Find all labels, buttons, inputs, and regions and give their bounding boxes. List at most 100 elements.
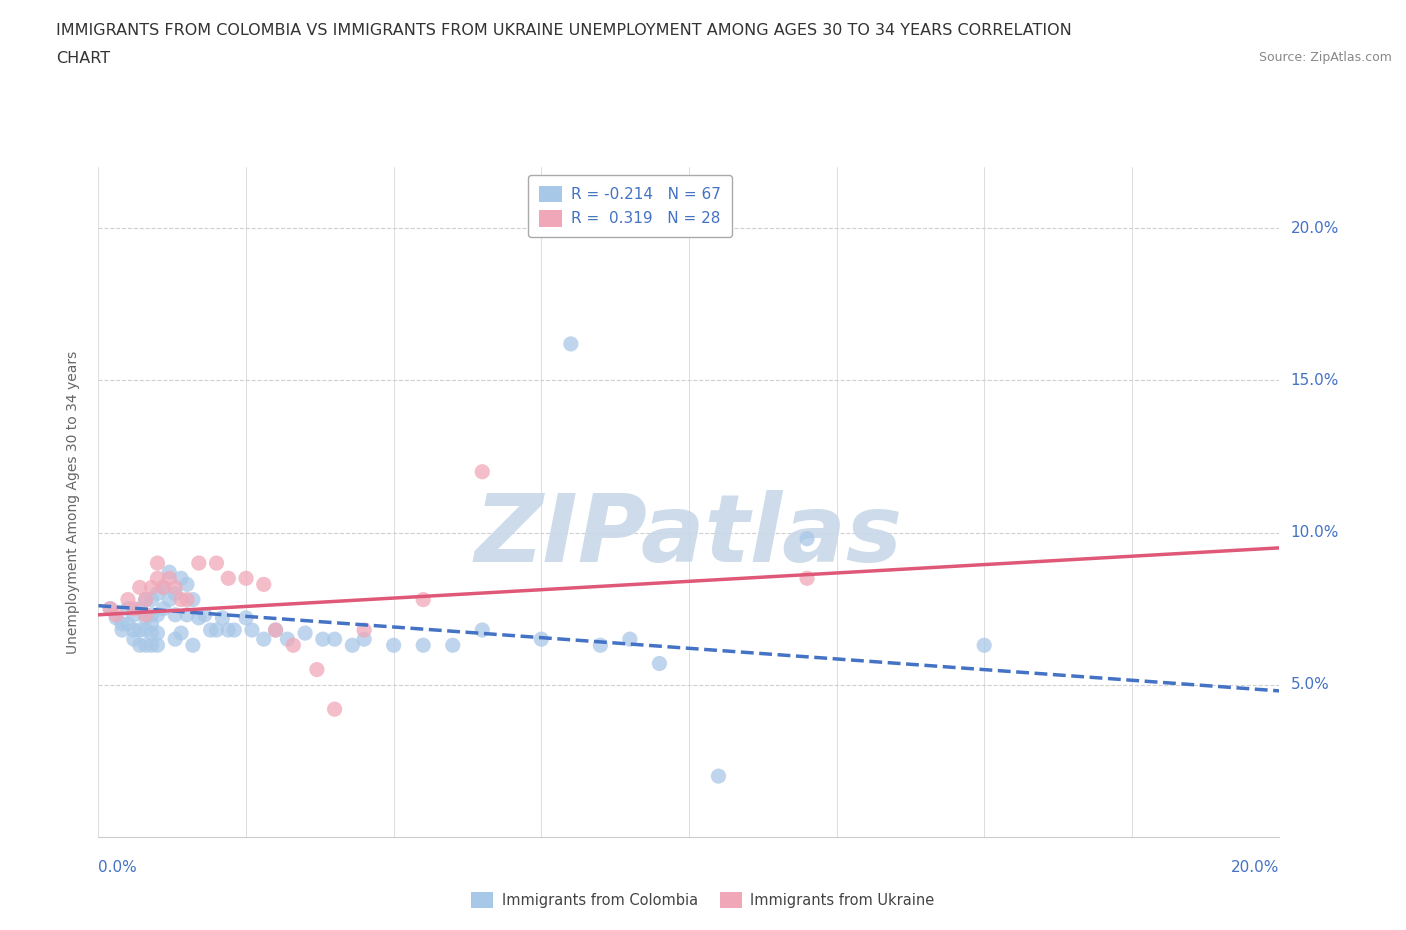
Point [117, 602, 139, 617]
Point [176, 577, 198, 591]
Point [353, 631, 375, 646]
Point [211, 610, 233, 625]
Text: 10.0%: 10.0% [1291, 525, 1339, 540]
Y-axis label: Unemployment Among Ages 30 to 34 years: Unemployment Among Ages 30 to 34 years [66, 351, 80, 654]
Point [98, 602, 121, 617]
Point [122, 622, 145, 637]
Point [382, 638, 405, 653]
Legend: Immigrants from Colombia, Immigrants from Ukraine: Immigrants from Colombia, Immigrants fro… [465, 886, 941, 913]
Point [217, 571, 239, 586]
Point [141, 607, 163, 622]
Point [141, 580, 163, 595]
Point [235, 610, 257, 625]
Point [146, 607, 169, 622]
Point [471, 622, 494, 637]
Point [973, 638, 995, 653]
Point [141, 617, 163, 631]
Point [170, 626, 193, 641]
Legend: R = -0.214   N = 67, R =  0.319   N = 28: R = -0.214 N = 67, R = 0.319 N = 28 [529, 175, 731, 237]
Point [141, 626, 163, 641]
Point [165, 580, 187, 595]
Point [117, 592, 139, 607]
Point [152, 580, 174, 595]
Point [135, 592, 157, 607]
Point [122, 607, 145, 622]
Point [323, 702, 346, 717]
Point [152, 602, 174, 617]
Point [128, 638, 150, 653]
Point [276, 631, 298, 646]
Point [176, 607, 198, 622]
Point [165, 631, 187, 646]
Point [187, 610, 209, 625]
Point [412, 638, 434, 653]
Text: ZIPatlas: ZIPatlas [475, 490, 903, 581]
Point [240, 622, 263, 637]
Point [122, 631, 145, 646]
Point [530, 631, 553, 646]
Point [305, 662, 328, 677]
Text: 0.0%: 0.0% [98, 860, 138, 875]
Point [412, 592, 434, 607]
Point [353, 622, 375, 637]
Point [146, 555, 169, 570]
Point [176, 592, 198, 607]
Point [146, 626, 169, 641]
Point [796, 531, 818, 546]
Point [194, 607, 217, 622]
Point [205, 622, 228, 637]
Point [181, 592, 204, 607]
Point [342, 638, 364, 653]
Point [165, 586, 187, 601]
Point [146, 571, 169, 586]
Point [135, 610, 157, 625]
Point [200, 622, 222, 637]
Point [152, 580, 174, 595]
Point [253, 577, 276, 591]
Point [205, 555, 228, 570]
Point [141, 638, 163, 653]
Point [589, 638, 612, 653]
Text: 20.0%: 20.0% [1291, 220, 1339, 236]
Point [294, 626, 316, 641]
Point [111, 617, 134, 631]
Point [170, 571, 193, 586]
Point [128, 580, 150, 595]
Point [264, 622, 287, 637]
Point [157, 565, 180, 579]
Text: 15.0%: 15.0% [1291, 373, 1339, 388]
Point [253, 631, 276, 646]
Point [283, 638, 305, 653]
Point [111, 622, 134, 637]
Point [141, 592, 163, 607]
Point [217, 622, 239, 637]
Text: 5.0%: 5.0% [1291, 677, 1329, 692]
Point [128, 622, 150, 637]
Point [135, 638, 157, 653]
Point [135, 592, 157, 607]
Point [235, 571, 257, 586]
Text: IMMIGRANTS FROM COLOMBIA VS IMMIGRANTS FROM UKRAINE UNEMPLOYMENT AMONG AGES 30 T: IMMIGRANTS FROM COLOMBIA VS IMMIGRANTS F… [56, 23, 1071, 38]
Point [707, 769, 730, 784]
Point [224, 622, 246, 637]
Point [117, 617, 139, 631]
Point [146, 586, 169, 601]
Point [323, 631, 346, 646]
Point [441, 638, 464, 653]
Point [122, 602, 145, 617]
Point [135, 607, 157, 622]
Text: Source: ZipAtlas.com: Source: ZipAtlas.com [1258, 51, 1392, 64]
Point [648, 656, 671, 671]
Text: 20.0%: 20.0% [1232, 860, 1279, 875]
Point [170, 592, 193, 607]
Point [796, 571, 818, 586]
Point [146, 638, 169, 653]
Point [98, 602, 121, 617]
Point [128, 602, 150, 617]
Point [165, 607, 187, 622]
Text: CHART: CHART [56, 51, 110, 66]
Point [471, 464, 494, 479]
Point [105, 607, 128, 622]
Point [105, 610, 128, 625]
Point [560, 337, 582, 352]
